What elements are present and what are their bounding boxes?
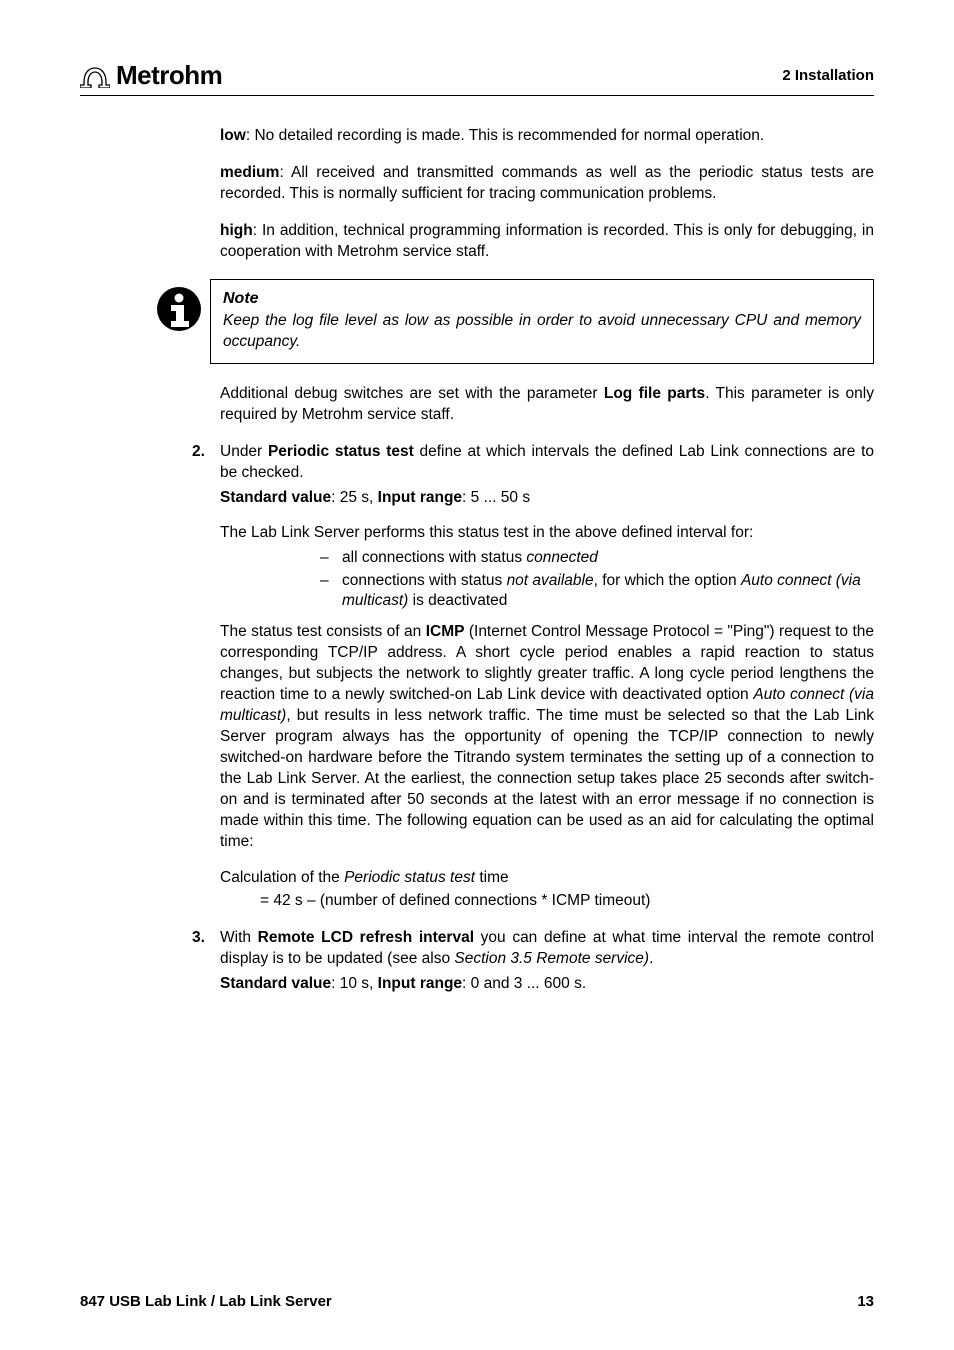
term-remote-lcd-refresh: Remote LCD refresh interval xyxy=(258,929,474,946)
text: : In addition, technical programming inf… xyxy=(220,222,874,260)
ref-section-3-5: Section 3.5 Remote service) xyxy=(454,950,649,967)
page-footer: 847 USB Lab Link / Lab Link Server 13 xyxy=(80,1293,874,1310)
page-header: Metrohm 2 Installation xyxy=(80,60,874,96)
brand-logo: Metrohm xyxy=(80,60,222,91)
list-item-3: 3. With Remote LCD refresh interval you … xyxy=(220,928,874,970)
term-periodic-status-test: Periodic status test xyxy=(268,443,414,460)
bullet-dash-icon: – xyxy=(320,548,342,569)
status-connected: connected xyxy=(526,549,598,566)
paragraph-medium: medium: All received and transmitted com… xyxy=(220,163,874,205)
paragraph-icmp: The status test consists of an ICMP (Int… xyxy=(220,622,874,852)
list-item-2: 2. Under Periodic status test define at … xyxy=(220,442,874,484)
text: With xyxy=(220,929,258,946)
note-callout: Note Keep the log file level as low as p… xyxy=(220,279,874,364)
standard-value-line-3: Standard value: 10 s, Input range: 0 and… xyxy=(220,974,874,995)
text: : 10 s, xyxy=(331,975,378,992)
standard-value-line: Standard value: 25 s, Input range: 5 ...… xyxy=(220,488,874,509)
bullet-item: – all connections with status connected xyxy=(320,548,874,569)
label-standard-value: Standard value xyxy=(220,489,331,506)
bullet-item: – connections with status not available,… xyxy=(320,571,874,613)
text: : All received and transmitted commands … xyxy=(220,164,874,202)
bullet-text: all connections with status connected xyxy=(342,548,874,569)
footer-page-number: 13 xyxy=(857,1293,874,1310)
footer-doc-title: 847 USB Lab Link / Lab Link Server xyxy=(80,1293,332,1310)
term-medium: medium xyxy=(220,164,279,181)
brand-name: Metrohm xyxy=(116,60,222,91)
paragraph-additional: Additional debug switches are set with t… xyxy=(220,384,874,426)
bullet-text: connections with status not available, f… xyxy=(342,571,874,613)
text: is deactivated xyxy=(408,592,507,609)
label-standard-value: Standard value xyxy=(220,975,331,992)
text: . xyxy=(649,950,653,967)
chapter-title: 2 Installation xyxy=(782,67,874,84)
text: connections with status xyxy=(342,572,507,589)
text: : 0 and 3 ... 600 s. xyxy=(462,975,586,992)
text: Under xyxy=(220,443,268,460)
term-icmp: ICMP xyxy=(426,623,465,640)
text: Calculation of the xyxy=(220,869,344,886)
calc-equation: = 42 s – (number of defined connections … xyxy=(260,891,874,912)
text: time xyxy=(475,869,509,886)
term-low: low xyxy=(220,127,246,144)
note-text: Keep the log file level as low as possib… xyxy=(223,311,861,353)
text: : 5 ... 50 s xyxy=(462,489,530,506)
metrohm-ohm-icon xyxy=(80,64,110,88)
text: The status test consists of an xyxy=(220,623,426,640)
item-body: With Remote LCD refresh interval you can… xyxy=(220,928,874,970)
text: : No detailed recording is made. This is… xyxy=(246,127,764,144)
text: : 25 s, xyxy=(331,489,378,506)
term-log-file-parts: Log file parts xyxy=(604,385,705,402)
term-periodic-status-test: Periodic status test xyxy=(344,869,475,886)
text: , but results in less network traffic. T… xyxy=(220,707,874,850)
calc-line-1: Calculation of the Periodic status test … xyxy=(220,868,874,889)
note-title: Note xyxy=(223,288,861,310)
page-content: low: No detailed recording is made. This… xyxy=(220,126,874,995)
paragraph-low: low: No detailed recording is made. This… xyxy=(220,126,874,147)
note-box: Note Keep the log file level as low as p… xyxy=(210,279,874,364)
status-test-intro: The Lab Link Server performs this status… xyxy=(220,523,874,544)
label-input-range: Input range xyxy=(378,975,462,992)
item-number: 2. xyxy=(192,442,220,484)
bullet-list: – all connections with status connected … xyxy=(320,548,874,613)
info-icon xyxy=(148,279,210,340)
item-number: 3. xyxy=(192,928,220,970)
text: all connections with status xyxy=(342,549,526,566)
term-high: high xyxy=(220,222,253,239)
label-input-range: Input range xyxy=(378,489,462,506)
item-body: Under Periodic status test define at whi… xyxy=(220,442,874,484)
status-not-available: not available xyxy=(507,572,594,589)
text: Additional debug switches are set with t… xyxy=(220,385,604,402)
paragraph-high: high: In addition, technical programming… xyxy=(220,221,874,263)
text: , for which the option xyxy=(594,572,741,589)
bullet-dash-icon: – xyxy=(320,571,342,613)
